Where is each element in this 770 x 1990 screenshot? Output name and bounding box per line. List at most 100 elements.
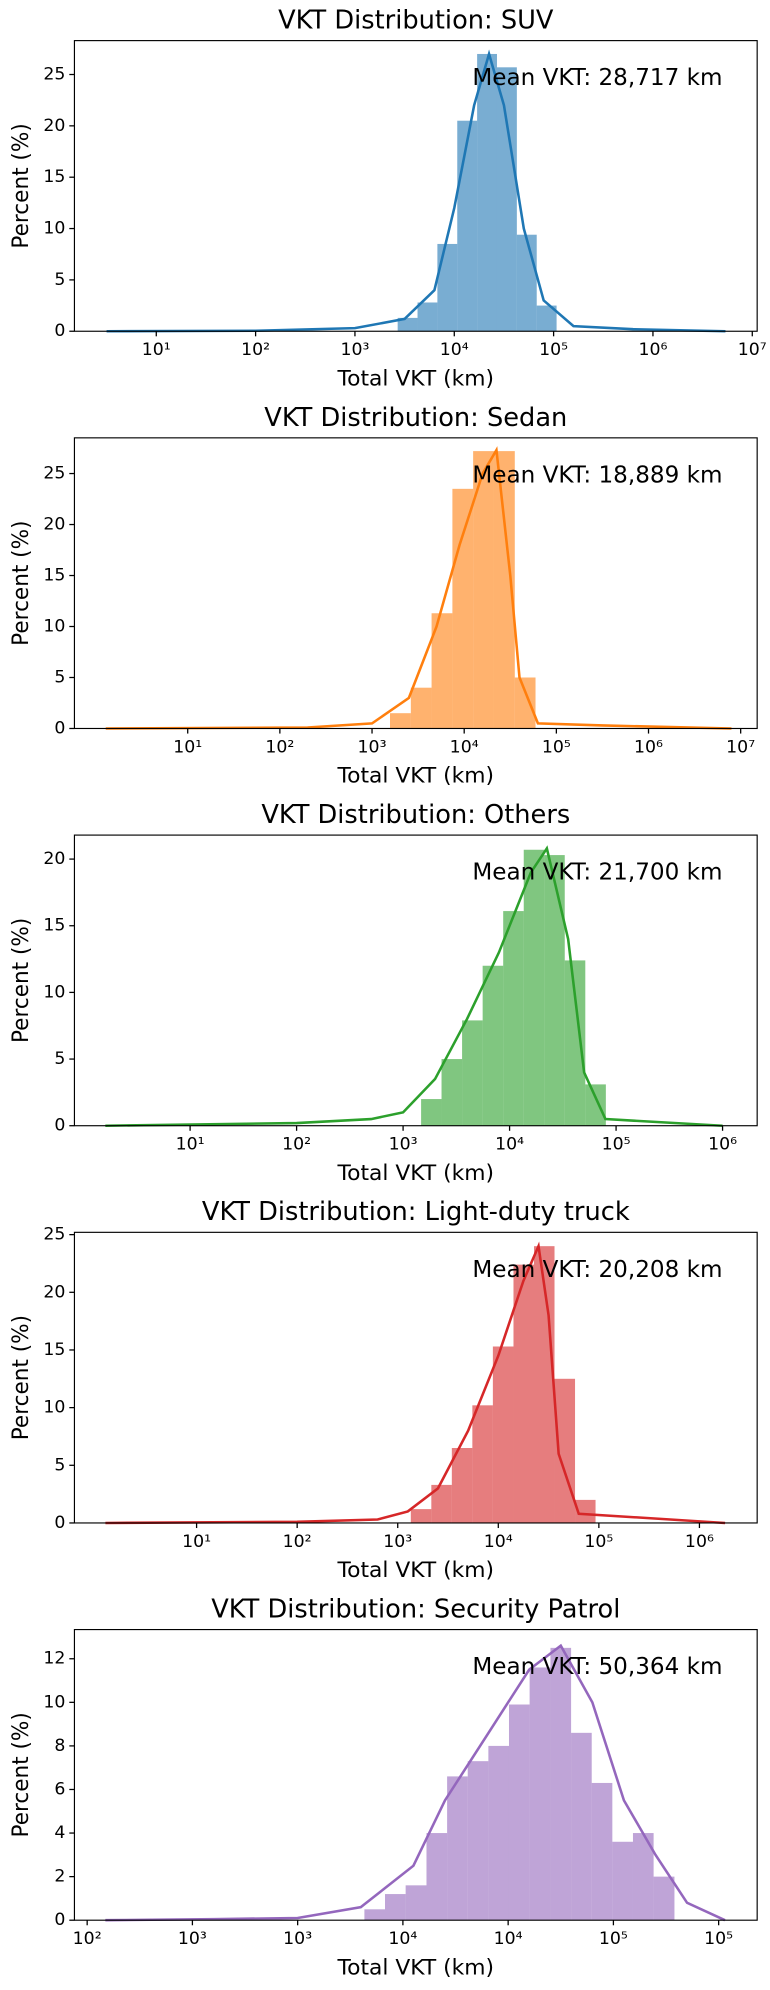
histogram-bar: [467, 1761, 489, 1921]
histogram-bar: [591, 1782, 613, 1921]
histogram-bar: [564, 960, 586, 1126]
y-tick-label: 20: [43, 515, 65, 535]
y-axis-label: Percent (%): [9, 1315, 34, 1440]
y-axis-label: Percent (%): [9, 123, 34, 248]
x-tick-label: 10⁵: [602, 1135, 631, 1155]
subplot: VKT Distribution: Sedan Total VKT (km) Per…: [9, 403, 758, 789]
subplot-title: VKT Distribution: Others: [261, 800, 570, 830]
histogram-bar: [508, 1704, 530, 1921]
histogram-bar: [493, 451, 515, 729]
x-tick-label: 10³: [283, 1929, 312, 1949]
x-tick-label: 10⁴: [388, 1929, 417, 1949]
plot-frame: [73, 1628, 758, 1921]
x-tick-label: 10³: [383, 1532, 412, 1552]
subplot: VKT Distribution: SUV Total VKT (km) Perce…: [9, 6, 767, 392]
histogram-bar: [482, 965, 504, 1126]
y-tick-label: 10: [43, 1692, 65, 1712]
plot-frame: [73, 437, 758, 730]
x-tick-label: 10⁵: [542, 738, 571, 758]
y-tick-label: 15: [43, 1340, 65, 1360]
y-axis-label: Percent (%): [9, 521, 34, 646]
kde-line: [105, 845, 723, 1127]
x-axis-label: Total VKT (km): [337, 1955, 495, 1980]
mean-annotation: Mean VKT: 21,700 km: [472, 860, 722, 886]
y-tick-label: 4: [54, 1823, 65, 1843]
y-tick-label: 0: [54, 1910, 65, 1930]
y-tick-label: 5: [54, 668, 65, 688]
y-tick-label: 6: [54, 1780, 65, 1800]
histogram-bar: [523, 849, 545, 1126]
histogram-bar: [417, 302, 438, 332]
histogram-bar: [575, 1499, 596, 1523]
histogram-bar: [477, 53, 497, 332]
subplot: VKT Distribution: Security Patrol Total V…: [9, 1595, 758, 1980]
y-tick-label: 10: [43, 982, 65, 1002]
histogram-bar: [550, 1647, 572, 1921]
x-tick-label: 10²: [241, 340, 270, 360]
x-tick-label: 10⁴: [495, 1135, 524, 1155]
x-axis-label: Total VKT (km): [337, 1161, 495, 1186]
histogram-bar: [452, 488, 474, 729]
x-axis-label: Total VKT (km): [337, 764, 495, 789]
histogram-bar: [405, 1885, 427, 1921]
histogram-bar: [516, 234, 537, 332]
histogram-bar: [410, 1509, 432, 1523]
histogram-bar: [447, 1776, 468, 1921]
y-tick-label: 20: [43, 849, 65, 869]
subplot-title: VKT Distribution: SUV: [278, 6, 554, 36]
y-tick-label: 25: [43, 65, 65, 85]
y-tick-label: 5: [54, 1049, 65, 1069]
x-tick-label: 10⁴: [440, 340, 469, 360]
histogram-bar: [653, 1876, 675, 1921]
histogram-bar: [397, 317, 418, 332]
histogram-bar: [503, 911, 524, 1126]
histogram-bar: [451, 1447, 473, 1523]
histogram-bar: [632, 1833, 654, 1921]
mean-annotation: Mean VKT: 20,208 km: [472, 1257, 722, 1283]
histogram-bar: [488, 1745, 509, 1921]
histogram-bar: [421, 1099, 442, 1126]
histogram-bar: [385, 1894, 406, 1921]
x-axis-label: Total VKT (km): [337, 1558, 495, 1583]
y-tick-label: 5: [54, 270, 65, 290]
x-tick-label: 10⁵: [584, 1532, 613, 1552]
histogram-bar: [457, 120, 478, 332]
histogram-bar: [462, 1020, 483, 1126]
mean-annotation: Mean VKT: 18,889 km: [472, 463, 722, 489]
histogram-bar: [492, 1346, 514, 1523]
kde-line: [105, 446, 732, 730]
kde-line: [106, 49, 726, 333]
x-tick-label: 10³: [178, 1929, 207, 1949]
x-tick-label: 10⁴: [494, 1929, 523, 1949]
histogram-bar: [571, 1732, 592, 1921]
histogram-bar: [513, 1264, 534, 1523]
y-tick-label: 10: [43, 1398, 65, 1418]
histogram-bar: [612, 1841, 633, 1921]
x-tick-label: 10⁵: [704, 1929, 733, 1949]
y-tick-label: 8: [54, 1736, 65, 1756]
kde-line: [105, 1241, 726, 1525]
histogram-bar: [536, 305, 557, 332]
x-tick-label: 10⁷: [738, 340, 767, 360]
x-tick-label: 10²: [283, 1532, 312, 1552]
x-tick-label: 10²: [265, 738, 294, 758]
mean-annotation: Mean VKT: 50,364 km: [472, 1654, 722, 1680]
y-tick-label: 25: [43, 464, 65, 484]
subplot-title: VKT Distribution: Sedan: [264, 403, 567, 433]
x-tick-label: 10³: [358, 738, 387, 758]
y-tick-label: 10: [43, 617, 65, 637]
y-tick-label: 20: [43, 116, 65, 136]
histogram-bar: [585, 1084, 606, 1126]
x-tick-label: 10¹: [182, 1532, 211, 1552]
x-tick-label: 10⁷: [726, 738, 755, 758]
y-tick-label: 2: [54, 1867, 65, 1887]
histogram-bar: [473, 451, 494, 729]
x-tick-label: 10³: [389, 1135, 418, 1155]
x-tick-label: 10⁶: [708, 1135, 737, 1155]
histogram-bar: [529, 1667, 551, 1921]
y-axis-label: Percent (%): [9, 918, 34, 1043]
histogram-bar: [441, 1059, 463, 1126]
histogram-bar: [437, 243, 458, 332]
x-tick-label: 10³: [340, 340, 369, 360]
